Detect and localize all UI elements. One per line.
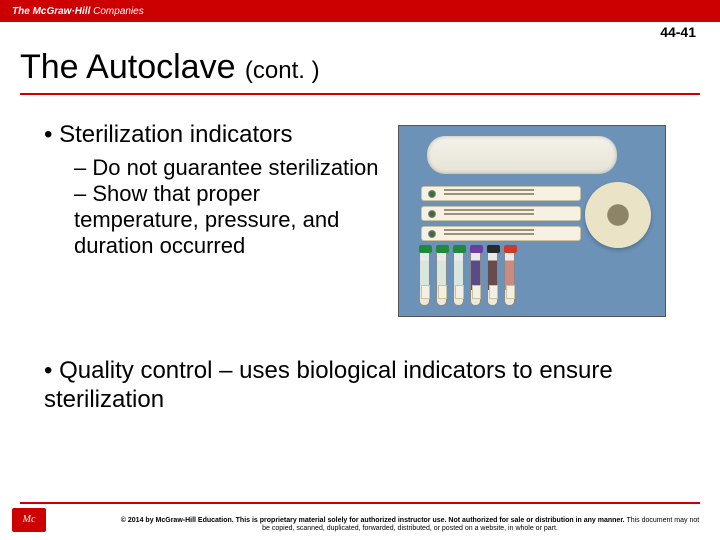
bullet-level1-a: Sterilization indicators xyxy=(44,121,384,149)
bullet-level2-a: – Do not guarantee sterilization xyxy=(74,155,384,181)
publisher-brand: The McGraw·Hill Companies xyxy=(12,6,144,17)
bullet-level1-b: Quality control – uses biological indica… xyxy=(44,357,692,415)
publisher-header-bar: The McGraw·Hill Companies xyxy=(0,0,720,22)
test-tube-icon xyxy=(419,250,430,306)
slide-number: 44-41 xyxy=(660,24,696,40)
test-tube-icon xyxy=(453,250,464,306)
brand-main: McGraw·Hill xyxy=(33,6,94,17)
brand-the: The xyxy=(12,6,33,17)
slide-content: Sterilization indicators – Do not guaran… xyxy=(0,101,720,415)
publisher-logo-text: Mc xyxy=(23,515,36,525)
test-tube-icon xyxy=(504,250,515,306)
autoclave-tape-roll-icon xyxy=(585,182,651,248)
bullet-level2-b: – Show that proper temperature, pressure… xyxy=(74,181,384,259)
indicator-tubes-group xyxy=(419,250,515,306)
sterilization-indicators-figure xyxy=(398,125,666,317)
test-tube-icon xyxy=(487,250,498,306)
copyright-bold: © 2014 by McGraw-Hill Education. This is… xyxy=(121,517,625,524)
slide-title-main: The Autoclave xyxy=(20,48,245,86)
indicator-strip-icon xyxy=(421,206,581,221)
text-column: Sterilization indicators – Do not guaran… xyxy=(44,121,384,259)
slide-title: The Autoclave (cont. ) xyxy=(20,48,700,87)
publisher-logo-icon: Mc xyxy=(12,508,46,532)
copyright-notice: © 2014 by McGraw-Hill Education. This is… xyxy=(120,517,700,535)
footer-divider xyxy=(20,502,700,504)
sterilization-pouch-icon xyxy=(427,136,617,174)
content-row-top: Sterilization indicators – Do not guaran… xyxy=(44,121,692,317)
test-tube-icon xyxy=(470,250,481,306)
indicator-strip-icon xyxy=(421,186,581,201)
slide-title-cont: (cont. ) xyxy=(245,57,320,84)
indicator-strip-icon xyxy=(421,226,581,241)
test-tube-icon xyxy=(436,250,447,306)
slide-title-row: The Autoclave (cont. ) xyxy=(20,48,700,95)
brand-companies: Companies xyxy=(93,6,144,17)
